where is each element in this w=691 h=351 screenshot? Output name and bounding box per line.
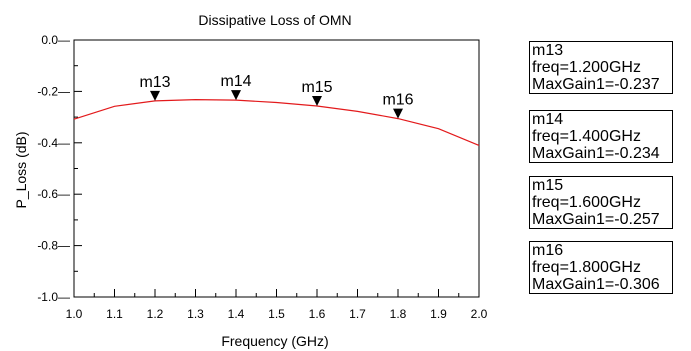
y-axis-label: P_Loss (dB) [13, 131, 29, 208]
x-tick-label: 1.9 [430, 307, 447, 321]
y-tick-label: -1.0— [37, 290, 70, 304]
y-tick-label: -0.8— [37, 239, 70, 253]
x-tick-label: 1.0 [66, 307, 83, 321]
y-tick-label: 0.0— [41, 33, 70, 47]
marker-readout-m15: m15 freq=1.600GHz MaxGain1=-0.257 [529, 176, 673, 229]
x-tick-label: 1.5 [268, 307, 285, 321]
marker-readout-name: m13 [532, 42, 564, 59]
marker-readout-freq: freq=1.800GHz [532, 259, 641, 276]
x-tick-label: 1.6 [309, 307, 326, 321]
x-axis-label: Frequency (GHz) [221, 333, 328, 349]
x-tick-label: 1.2 [147, 307, 164, 321]
y-tick-label: -0.4— [37, 136, 70, 150]
marker-readout-freq: freq=1.600GHz [532, 194, 641, 211]
marker-readout-m16: m16 freq=1.800GHz MaxGain1=-0.306 [529, 241, 673, 294]
marker-readout-gain: MaxGain1=-0.306 [532, 276, 660, 293]
marker-readout-gain: MaxGain1=-0.237 [532, 76, 660, 93]
marker-readout-name: m16 [532, 242, 564, 259]
marker-readout-m14: m14 freq=1.400GHz MaxGain1=-0.234 [529, 110, 673, 163]
marker-readout-m13: m13 freq=1.200GHz MaxGain1=-0.237 [529, 41, 673, 94]
marker-readout-name: m14 [532, 111, 564, 128]
marker-triangle-m15[interactable] [312, 96, 322, 107]
chart-title: Dissipative Loss of OMN [198, 12, 351, 28]
y-tick-label: -0.2— [37, 84, 70, 98]
plot-area [73, 39, 480, 298]
marker-triangle-m16[interactable] [393, 108, 403, 119]
x-tick-label: 1.1 [106, 307, 123, 321]
marker-label-m13: m13 [139, 74, 170, 91]
marker-triangle-m14[interactable] [231, 90, 241, 101]
x-tick-label: 1.8 [390, 307, 407, 321]
marker-label-m16: m16 [382, 92, 413, 109]
x-tick-label: 1.7 [349, 307, 366, 321]
x-tick-label: 1.4 [228, 307, 245, 321]
loss-series-line [73, 98, 480, 146]
marker-readout-freq: freq=1.200GHz [532, 59, 641, 76]
marker-readout-name: m15 [532, 177, 564, 194]
y-tick-label: -0.6— [37, 187, 70, 201]
marker-readout-gain: MaxGain1=-0.234 [532, 145, 660, 162]
x-tick-label: 2.0 [471, 307, 488, 321]
marker-label-m15: m15 [301, 79, 332, 96]
marker-triangle-m13[interactable] [150, 90, 160, 101]
marker-readout-gain: MaxGain1=-0.257 [532, 211, 660, 228]
marker-label-m14: m14 [220, 73, 251, 90]
x-tick-label: 1.3 [187, 307, 204, 321]
marker-readout-freq: freq=1.400GHz [532, 128, 641, 145]
